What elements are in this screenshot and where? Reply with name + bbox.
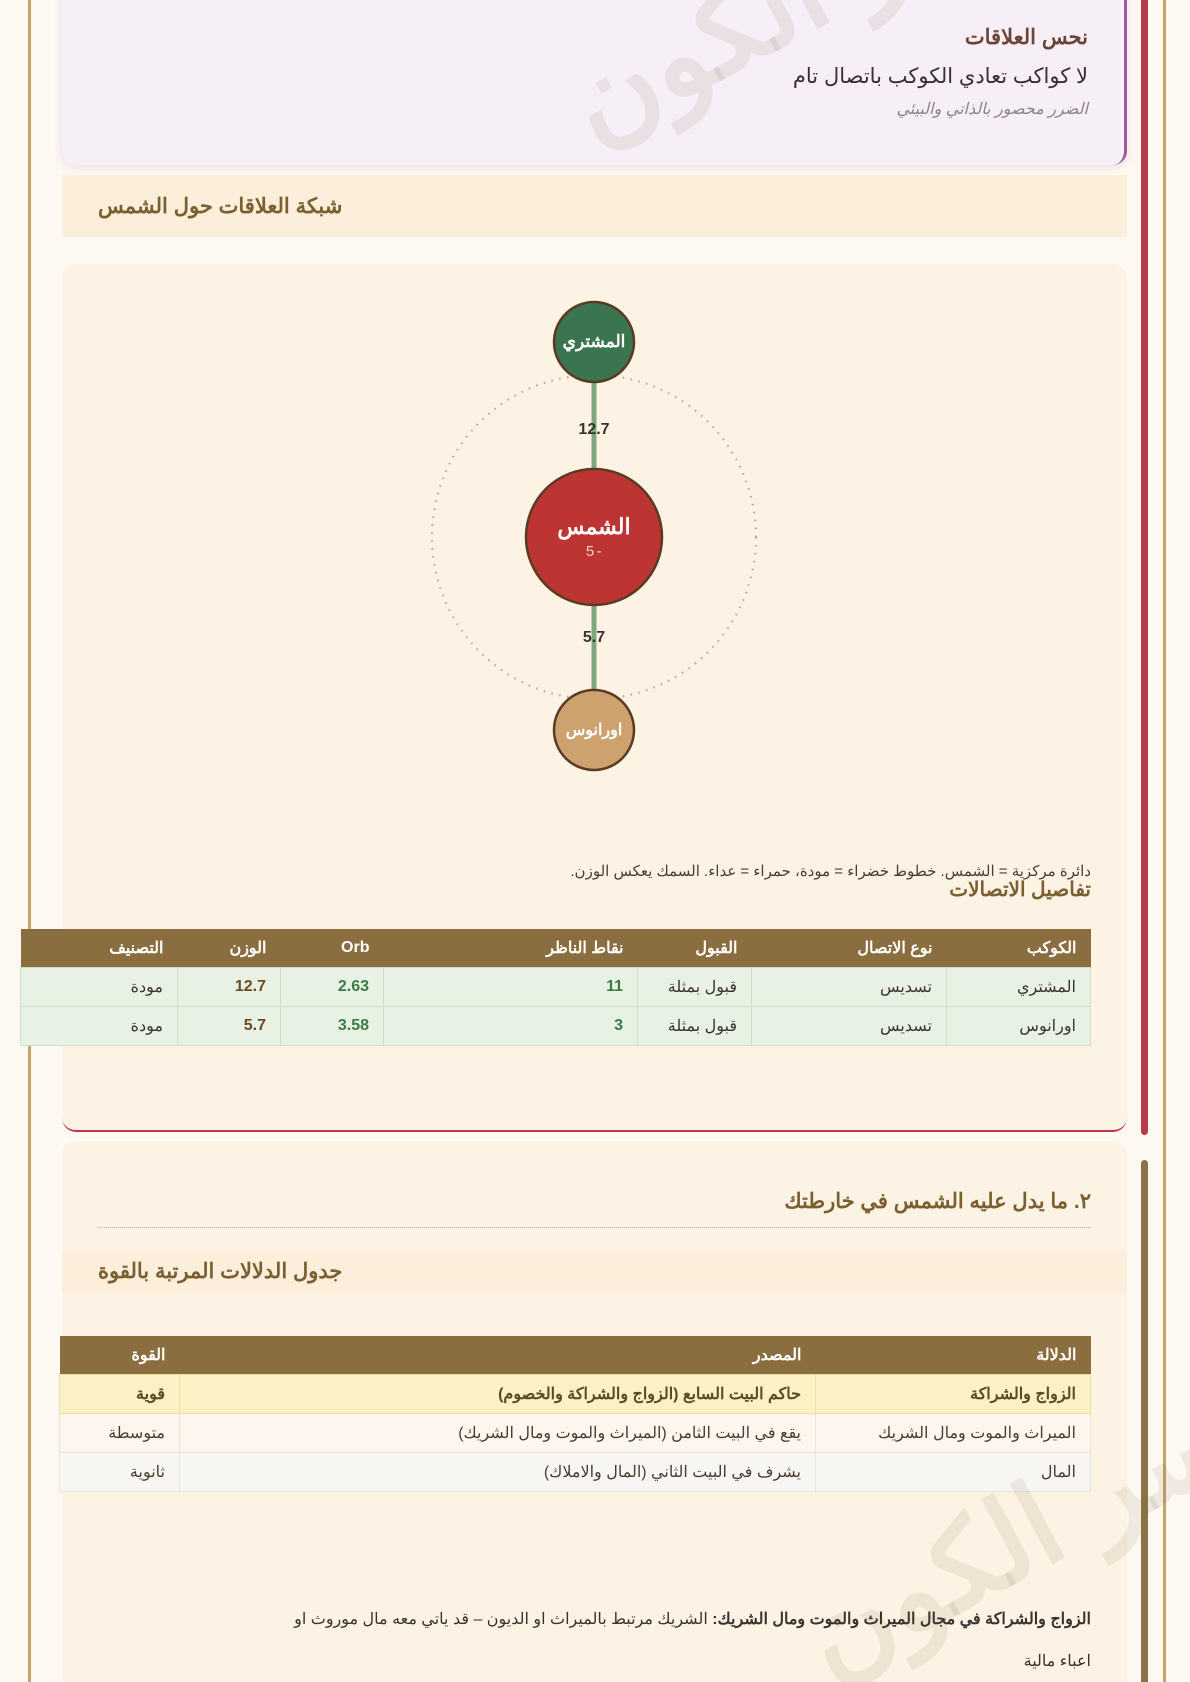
svg-text:اورانوس: اورانوس [566, 722, 623, 740]
svg-text:الشمس: الشمس [557, 514, 630, 540]
svg-text:المشتري: المشتري [563, 332, 626, 352]
svg-text:5-: 5- [586, 543, 602, 560]
svg-text:5.7: 5.7 [583, 629, 605, 646]
svg-text:12.7: 12.7 [578, 421, 609, 438]
